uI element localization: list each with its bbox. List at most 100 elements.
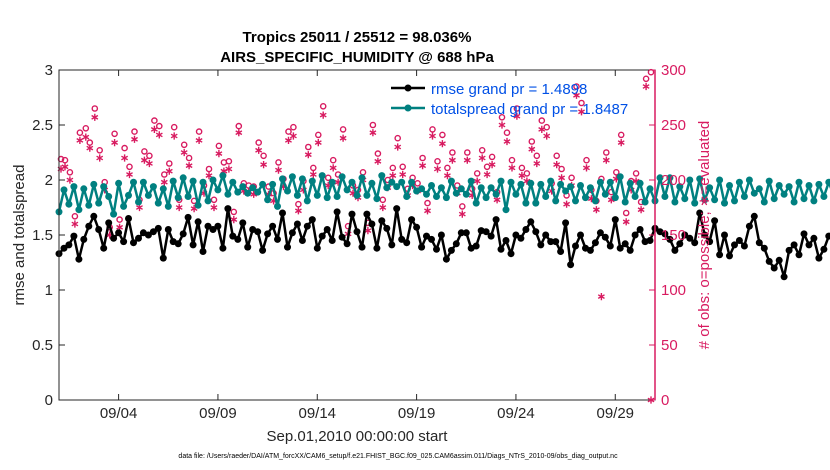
totalspread-point — [308, 177, 316, 185]
totalspread-point — [199, 178, 207, 186]
rmse-point — [179, 230, 187, 238]
obs-evaluated-point — [558, 174, 566, 182]
rmse-point — [413, 223, 421, 231]
totalspread-point — [711, 196, 719, 204]
x-axis-label: Sep.01,2010 00:00:00 start — [267, 428, 449, 445]
obs-evaluated-point — [642, 82, 650, 91]
totalspread-point — [60, 186, 68, 194]
totalspread-point — [477, 184, 485, 192]
totalspread-point — [726, 182, 733, 189]
totalspread-point — [735, 178, 743, 186]
obs-possible-point — [642, 75, 650, 83]
obs-evaluated-point — [503, 137, 511, 146]
rmse-point — [239, 219, 247, 227]
x-tick-label: 09/19 — [398, 405, 436, 422]
obs-evaluated-point — [215, 150, 223, 158]
obs-evaluated-point — [379, 203, 387, 212]
y-right-tick-label: 150 — [661, 227, 686, 244]
obs-possible-point — [523, 170, 531, 177]
totalspread-point — [656, 174, 664, 182]
obs-possible-point — [285, 128, 292, 135]
totalspread-point — [343, 186, 351, 194]
obs-evaluated-point — [473, 177, 481, 185]
totalspread-point — [189, 177, 197, 185]
totalspread-point — [567, 183, 575, 191]
totalspread-point — [542, 193, 550, 200]
rmse-point — [507, 250, 515, 258]
obs-evaluated-point — [543, 132, 551, 140]
obs-evaluated-point — [433, 165, 441, 173]
obs-possible-point — [463, 149, 471, 156]
totalspread-point — [646, 185, 654, 193]
obs-possible-point — [473, 170, 481, 177]
rmse-point — [224, 205, 232, 213]
rmse-series — [55, 205, 830, 281]
obs-possible-point — [439, 131, 446, 139]
rmse-point — [765, 257, 773, 265]
totalspread-point — [234, 188, 242, 196]
totalspread-point — [95, 199, 103, 207]
obs-evaluated-point — [91, 113, 99, 121]
totalspread-point — [775, 182, 783, 189]
rmse-point — [259, 246, 267, 254]
rmse-point — [378, 217, 386, 225]
obs-possible-point — [235, 122, 243, 130]
obs-evaluated-point — [329, 164, 337, 172]
rmse-point — [90, 212, 98, 220]
rmse-point — [740, 242, 748, 250]
rmse-point — [472, 242, 480, 250]
rmse-point — [601, 233, 609, 241]
totalspread-point — [676, 183, 684, 191]
obs-possible-point — [538, 117, 546, 124]
totalspread-point — [125, 191, 132, 199]
totalspread-point — [174, 194, 182, 202]
obs-possible-point — [82, 125, 90, 132]
rmse-point — [462, 229, 470, 237]
rmse-point — [567, 261, 575, 269]
totalspread-point — [298, 175, 306, 183]
totalspread-point — [418, 185, 426, 193]
rmse-point — [532, 228, 540, 236]
totalspread-point — [596, 178, 604, 186]
totalspread-point — [313, 191, 321, 199]
totalspread-point — [229, 178, 237, 186]
obs-possible-point — [453, 182, 461, 189]
obs-evaluated-point — [140, 156, 148, 164]
obs-possible-point — [444, 164, 451, 172]
obs-possible-point — [632, 170, 640, 177]
totalspread-point — [611, 194, 619, 202]
obs-possible-point — [419, 154, 426, 162]
totalspread-point — [393, 183, 401, 191]
totalspread-point — [492, 190, 500, 198]
obs-evaluated-point — [121, 154, 129, 162]
rmse-point — [721, 231, 728, 239]
obs-possible-point — [518, 164, 526, 172]
totalspread-point — [681, 195, 689, 203]
rmse-point — [696, 209, 704, 217]
rmse-point — [755, 239, 763, 247]
obs-possible-point — [528, 138, 536, 145]
totalspread-point — [254, 188, 262, 196]
obs-evaluated-point — [289, 132, 297, 140]
rmse-point — [800, 230, 808, 238]
totalspread-point — [701, 196, 709, 204]
totalspread-point — [348, 178, 356, 186]
obs-evaluated-point — [96, 154, 104, 162]
totalspread-point — [810, 197, 818, 205]
obs-evaluated-point — [314, 139, 322, 147]
obs-evaluated-point — [429, 132, 436, 140]
rmse-point — [676, 240, 684, 248]
rmse-point — [666, 235, 674, 243]
rmse-point — [447, 246, 455, 254]
obs-evaluated-point — [374, 157, 382, 165]
rmse-point — [775, 256, 783, 264]
rmse-point — [716, 251, 724, 259]
rmse-point — [105, 219, 113, 227]
obs-possible-point — [116, 216, 123, 223]
totalspread-point — [303, 197, 311, 205]
rmse-point — [348, 210, 356, 218]
totalspread-point — [740, 193, 748, 200]
rmse-point — [537, 241, 545, 249]
rmse-point — [100, 244, 108, 252]
totalspread-point — [805, 182, 813, 189]
